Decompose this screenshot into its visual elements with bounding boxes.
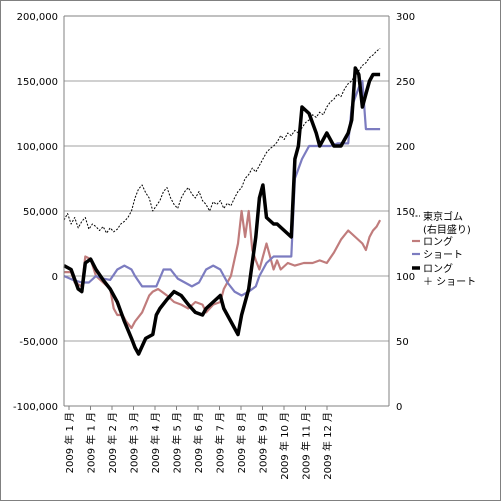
x-tick-label: 2009 年 8 月 — [235, 412, 248, 473]
x-tick-label: 2009 年 6 月 — [192, 412, 205, 473]
series-line — [63, 66, 381, 356]
x-tick-label: 2009 年 2 月 — [106, 412, 119, 473]
axes — [63, 15, 390, 407]
right-tick-label: 150 — [396, 207, 415, 218]
legend-label: 東京ゴム — [423, 210, 463, 223]
legend-label: ロング — [423, 235, 453, 248]
left-tick-label: 100,000 — [17, 142, 58, 153]
right-tick-label: 50 — [396, 337, 409, 348]
x-tick-label: 2009 年 9 月 — [257, 412, 270, 473]
right-tick-label: 200 — [396, 142, 415, 153]
x-axis-ticks: 2009 年 1 月 2009 年 1 月 2009 年 2 月 2009 年 3 月… — [63, 406, 334, 480]
x-tick-label: 2009 年 7 月 — [214, 412, 227, 473]
x-tick-label: 2009 年 3 月 — [128, 412, 141, 473]
left-axis-ticks: 200,000 150,000 100,000 50,000 0 -50,000 -100,… — [13, 12, 58, 413]
x-tick-label: 2009 年 5 月 — [171, 412, 184, 473]
x-tick-label: 2009 年 12 月 — [321, 412, 334, 480]
x-tick-label: 2009 年 4 月 — [149, 412, 162, 473]
legend-label: (右目盛り) — [423, 223, 471, 236]
left-tick-label: 0 — [52, 272, 58, 283]
left-tick-label: 200,000 — [17, 12, 58, 23]
left-tick-label: -100,000 — [13, 402, 58, 413]
right-tick-label: 0 — [396, 402, 402, 413]
series-layer — [63, 48, 382, 356]
series-line — [63, 79, 381, 297]
legend-label: ＋ ショート — [423, 277, 476, 288]
x-tick-label: 2009 年 11 月 — [300, 412, 313, 480]
right-tick-label: 250 — [396, 77, 415, 88]
x-tick-label: 2009 年 1 月 — [63, 412, 76, 473]
left-tick-label: 50,000 — [23, 207, 58, 218]
legend-label: ショート — [423, 250, 463, 261]
series-line — [64, 209, 382, 330]
right-tick-label: 300 — [396, 12, 415, 23]
left-tick-label: 150,000 — [17, 77, 58, 88]
series-line — [63, 48, 381, 234]
right-axis-ticks: 300 250 200 150 100 50 0 — [396, 12, 415, 413]
right-tick-label: 100 — [396, 272, 415, 283]
x-tick-label: 2009 年 1 月 — [85, 412, 98, 473]
left-tick-label: -50,000 — [19, 337, 58, 348]
x-tick-label: 2009 年 10 月 — [278, 412, 291, 480]
legend-label: ロング — [423, 262, 453, 275]
